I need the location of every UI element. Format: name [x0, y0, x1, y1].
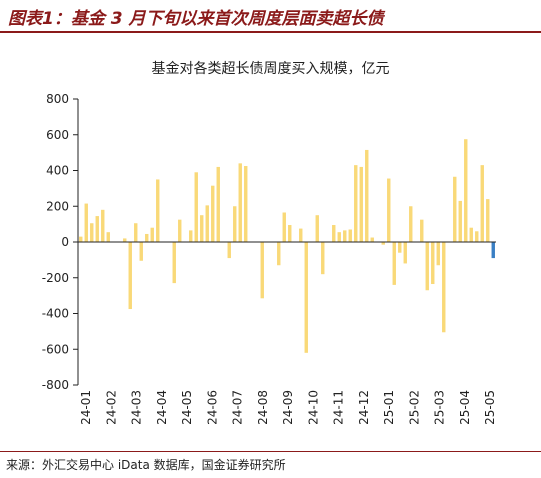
bar-5	[106, 232, 110, 242]
x-tick-label: 24-02	[104, 390, 118, 425]
bar-44	[321, 242, 325, 275]
bar-62	[420, 219, 424, 242]
figure-title: 图表1：基金 3 月下旬以来首次周度层面卖超长债	[8, 9, 384, 29]
bar-36	[277, 242, 281, 266]
x-tick-label: 24-07	[231, 390, 245, 425]
y-axis: 800 600 400 200 0 -200 -400 -600 -800	[42, 92, 79, 392]
bar-58	[398, 242, 402, 253]
x-tick-label: 24-10	[306, 390, 320, 425]
bar-1	[84, 203, 88, 242]
bar-47	[337, 232, 341, 242]
x-tick-label: 24-05	[180, 390, 194, 425]
x-tick-label: 25-03	[433, 390, 447, 425]
bar-37	[282, 212, 286, 242]
x-tick-label: 24-01	[79, 390, 93, 425]
bar-chart: 800 600 400 200 0 -200 -400 -600 -800 24-01 24-02…	[42, 92, 497, 425]
bar-75	[491, 242, 495, 259]
x-tick-label: 24-12	[357, 390, 371, 425]
chart-title: 基金对各类超长债周度买入规模，亿元	[151, 61, 390, 77]
y-tick-label: -600	[42, 342, 69, 356]
bar-9	[128, 242, 132, 310]
x-axis: 24-01 24-02 24-03 24-04 24-05 24-06 24-07 24-08…	[78, 241, 497, 425]
bar-2	[90, 223, 94, 242]
bar-55	[381, 242, 385, 245]
y-tick-label: 800	[46, 92, 69, 106]
bar-21	[194, 172, 198, 242]
y-tick-label: 600	[46, 128, 69, 142]
y-tick-label: 200	[46, 199, 69, 213]
y-tick-label: -400	[42, 307, 69, 321]
x-tick-label: 24-04	[155, 390, 169, 425]
bar-24	[211, 185, 215, 242]
bar-25	[216, 166, 220, 242]
bar-57	[392, 242, 396, 285]
bars-group	[79, 139, 495, 353]
bar-4	[101, 209, 105, 242]
bar-49	[348, 229, 352, 242]
bar-22	[200, 215, 204, 242]
bar-74	[486, 199, 490, 242]
bar-46	[332, 225, 336, 242]
bar-18	[178, 219, 182, 242]
bar-27	[227, 242, 231, 259]
bar-66	[442, 242, 446, 333]
bar-14	[156, 179, 160, 242]
bar-23	[205, 205, 209, 242]
bar-28	[233, 206, 237, 242]
top-divider	[0, 31, 541, 33]
bar-29	[238, 163, 242, 242]
bar-52	[365, 149, 369, 242]
bar-0	[79, 236, 83, 242]
bar-41	[304, 242, 308, 353]
x-tick-label: 25-02	[407, 390, 421, 425]
bar-50	[354, 165, 358, 242]
bar-10	[134, 223, 138, 242]
bar-11	[139, 242, 143, 261]
bar-48	[343, 230, 347, 242]
bar-38	[288, 225, 292, 242]
bar-63	[425, 242, 429, 291]
y-tick-label: 0	[61, 235, 69, 249]
bar-56	[387, 178, 391, 242]
y-tick-label: -800	[42, 378, 69, 392]
bar-72	[475, 231, 479, 242]
bar-43	[315, 215, 319, 242]
x-tick-label: 24-06	[205, 390, 219, 425]
y-tick-label: -200	[42, 271, 69, 285]
bar-33	[260, 242, 264, 299]
y-tick-label: 400	[46, 164, 69, 178]
bar-53	[370, 237, 374, 242]
bar-60	[409, 206, 413, 242]
x-tick-label: 25-04	[458, 390, 472, 425]
bottom-divider	[0, 451, 541, 452]
bar-51	[359, 166, 363, 242]
bar-20	[189, 230, 193, 242]
x-tick-label: 24-08	[256, 390, 270, 425]
x-tick-label: 24-09	[281, 390, 295, 425]
bar-17	[172, 242, 176, 284]
x-tick-label: 24-03	[130, 390, 144, 425]
bar-70	[464, 139, 468, 242]
x-tick-label: 25-01	[382, 390, 396, 425]
source-note: 来源：外汇交易中心 iData 数据库，国金证券研究所	[6, 458, 286, 472]
bar-40	[299, 228, 303, 242]
x-tick-label: 24-11	[332, 390, 346, 425]
bar-12	[145, 233, 149, 242]
bar-30	[244, 166, 248, 242]
bar-73	[480, 165, 484, 242]
bar-13	[150, 227, 154, 242]
bar-64	[431, 242, 435, 285]
bar-71	[469, 227, 473, 242]
bar-65	[436, 242, 440, 266]
bar-3	[95, 216, 99, 242]
bar-8	[123, 238, 127, 242]
bar-68	[453, 176, 457, 242]
bar-59	[403, 242, 407, 264]
x-tick-label: 25-05	[483, 390, 497, 425]
bar-69	[458, 200, 462, 242]
